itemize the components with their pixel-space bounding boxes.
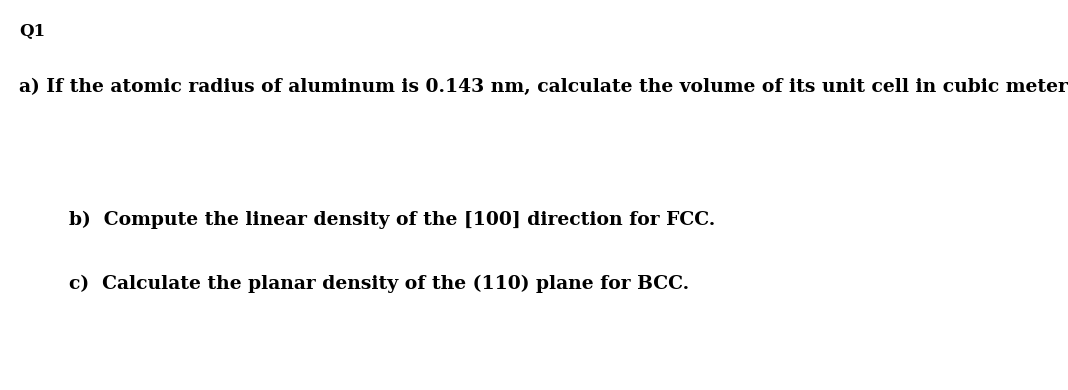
Text: Q1: Q1 [19, 23, 45, 41]
Text: b)  Compute the linear density of the [100] direction for FCC.: b) Compute the linear density of the [10… [69, 211, 716, 229]
Text: a) If the atomic radius of aluminum is 0.143 nm, calculate the volume of its uni: a) If the atomic radius of aluminum is 0… [19, 78, 1068, 96]
Text: c)  Calculate the planar density of the (110) plane for BCC.: c) Calculate the planar density of the (… [69, 275, 690, 293]
